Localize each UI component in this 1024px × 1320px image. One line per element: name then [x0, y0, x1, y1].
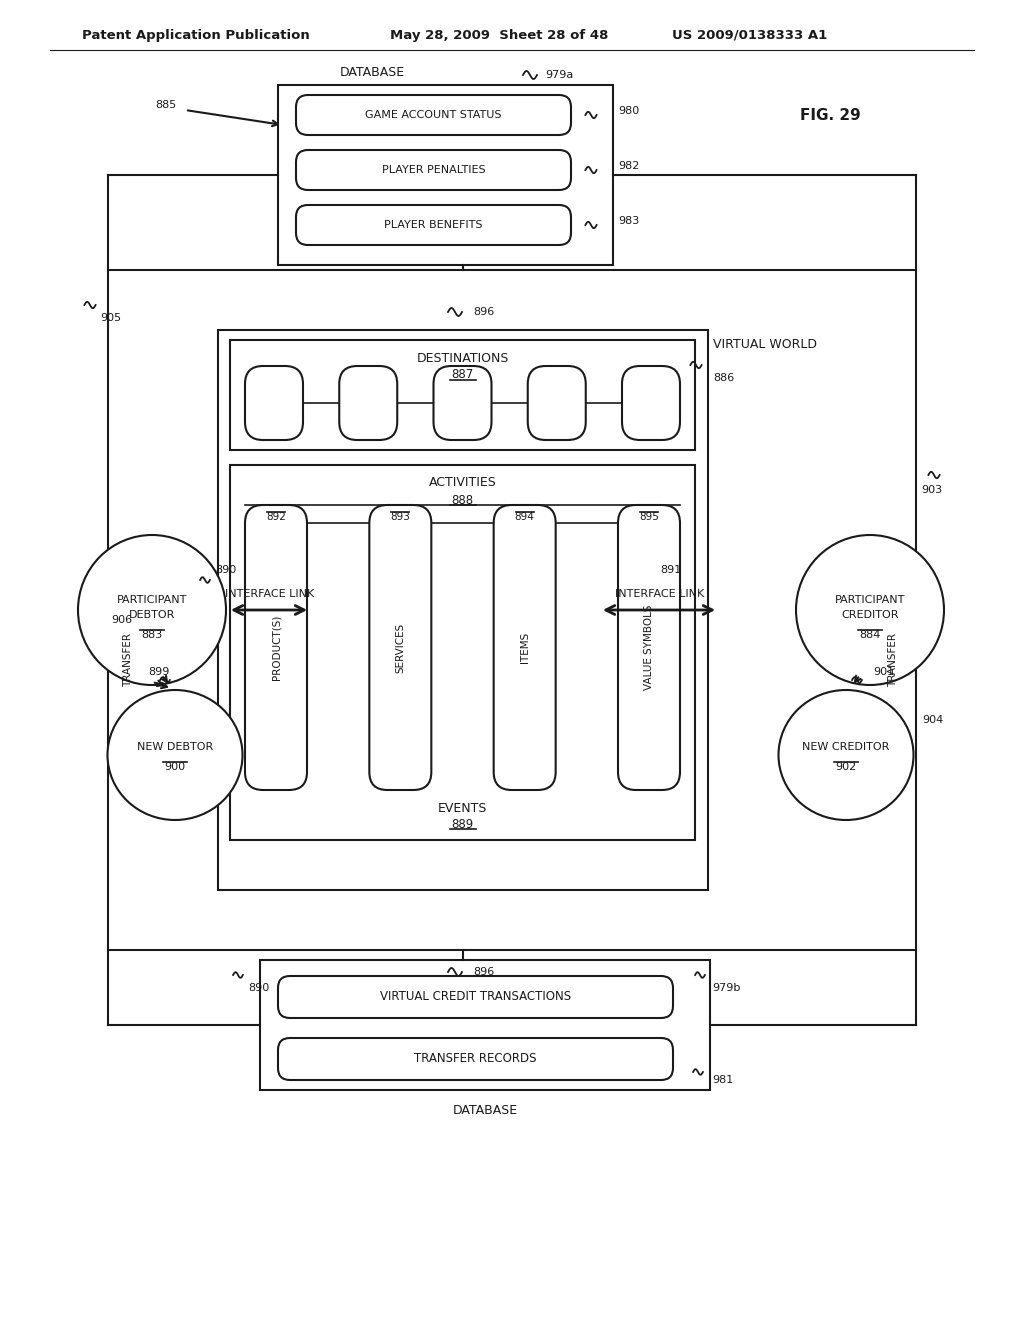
Text: 901: 901	[873, 667, 894, 677]
Text: DESTINATIONS: DESTINATIONS	[417, 351, 509, 364]
Text: 888: 888	[452, 494, 473, 507]
Text: 887: 887	[452, 368, 474, 381]
Text: 886: 886	[713, 374, 734, 383]
Ellipse shape	[78, 535, 226, 685]
FancyBboxPatch shape	[296, 205, 571, 246]
Text: EVENTS: EVENTS	[438, 801, 487, 814]
Text: DEBTOR: DEBTOR	[129, 610, 175, 620]
Bar	[278, 84, 613, 265]
Text: GAME ACCOUNT STATUS: GAME ACCOUNT STATUS	[366, 110, 502, 120]
Text: PARTICIPANT: PARTICIPANT	[117, 595, 187, 605]
Text: CREDITOR: CREDITOR	[842, 610, 899, 620]
Text: 889: 889	[452, 817, 474, 830]
Text: ACTIVITIES: ACTIVITIES	[429, 477, 497, 490]
Text: 979a: 979a	[545, 70, 573, 81]
Ellipse shape	[778, 690, 913, 820]
Text: PLAYER PENALTIES: PLAYER PENALTIES	[382, 165, 485, 176]
FancyBboxPatch shape	[527, 366, 586, 440]
Text: 894: 894	[515, 512, 535, 521]
Text: FIG. 29: FIG. 29	[800, 107, 861, 123]
Text: 979b: 979b	[712, 983, 740, 993]
FancyBboxPatch shape	[296, 95, 571, 135]
Ellipse shape	[108, 690, 243, 820]
FancyBboxPatch shape	[339, 366, 397, 440]
Text: PLAYER BENEFITS: PLAYER BENEFITS	[384, 220, 482, 230]
Text: 893: 893	[390, 512, 411, 521]
Text: VIRTUAL WORLD: VIRTUAL WORLD	[713, 338, 817, 351]
Text: 981: 981	[712, 1074, 733, 1085]
Text: 895: 895	[639, 512, 658, 521]
Text: INTERFACE LINK: INTERFACE LINK	[225, 589, 314, 599]
Text: 980: 980	[618, 106, 639, 116]
Text: 892: 892	[266, 512, 286, 521]
Text: TRANSFER: TRANSFER	[123, 634, 133, 686]
Text: NEW DEBTOR: NEW DEBTOR	[137, 742, 213, 752]
Text: 905: 905	[100, 313, 121, 323]
Text: PRODUCT(S): PRODUCT(S)	[271, 615, 281, 680]
Text: 982: 982	[618, 161, 639, 172]
FancyBboxPatch shape	[622, 366, 680, 440]
Bar	[230, 341, 695, 450]
Text: 904: 904	[922, 715, 943, 725]
Text: 903: 903	[921, 484, 942, 495]
FancyBboxPatch shape	[433, 366, 492, 440]
Text: 900: 900	[165, 762, 185, 772]
Text: US 2009/0138333 A1: US 2009/0138333 A1	[672, 29, 827, 41]
Text: SERVICES: SERVICES	[395, 622, 406, 673]
Text: 896: 896	[473, 308, 495, 317]
FancyBboxPatch shape	[618, 506, 680, 789]
Text: Patent Application Publication: Patent Application Publication	[82, 29, 309, 41]
FancyBboxPatch shape	[278, 1038, 673, 1080]
Ellipse shape	[796, 535, 944, 685]
Text: ITEMS: ITEMS	[519, 632, 529, 663]
Text: TRANSFER: TRANSFER	[888, 634, 898, 686]
Text: VALUE SYMBOLS: VALUE SYMBOLS	[644, 605, 654, 690]
Text: INTERFACE LINK: INTERFACE LINK	[615, 589, 705, 599]
Text: 902: 902	[836, 762, 857, 772]
Text: DATABASE: DATABASE	[340, 66, 406, 78]
Text: 890: 890	[248, 983, 269, 993]
Text: 891: 891	[660, 565, 681, 576]
Text: May 28, 2009  Sheet 28 of 48: May 28, 2009 Sheet 28 of 48	[390, 29, 608, 41]
Text: VIRTUAL CREDIT TRANSACTIONS: VIRTUAL CREDIT TRANSACTIONS	[380, 990, 571, 1003]
Bar	[260, 960, 710, 1090]
Text: 883: 883	[141, 630, 163, 640]
Text: 890: 890	[215, 565, 237, 576]
Text: 906: 906	[111, 615, 132, 624]
Text: PARTICIPANT: PARTICIPANT	[835, 595, 905, 605]
Bar	[230, 465, 695, 840]
Bar	[108, 271, 916, 950]
FancyBboxPatch shape	[278, 975, 673, 1018]
Text: 884: 884	[859, 630, 881, 640]
FancyBboxPatch shape	[494, 506, 556, 789]
Text: 896: 896	[473, 968, 495, 977]
Text: 885: 885	[155, 100, 176, 110]
Text: DATABASE: DATABASE	[453, 1104, 517, 1117]
Text: 899: 899	[148, 667, 169, 677]
FancyBboxPatch shape	[245, 506, 307, 789]
Text: TRANSFER RECORDS: TRANSFER RECORDS	[415, 1052, 537, 1065]
FancyBboxPatch shape	[245, 366, 303, 440]
Bar	[218, 330, 708, 890]
FancyBboxPatch shape	[296, 150, 571, 190]
FancyBboxPatch shape	[370, 506, 431, 789]
Text: 983: 983	[618, 216, 639, 226]
Text: NEW CREDITOR: NEW CREDITOR	[803, 742, 890, 752]
